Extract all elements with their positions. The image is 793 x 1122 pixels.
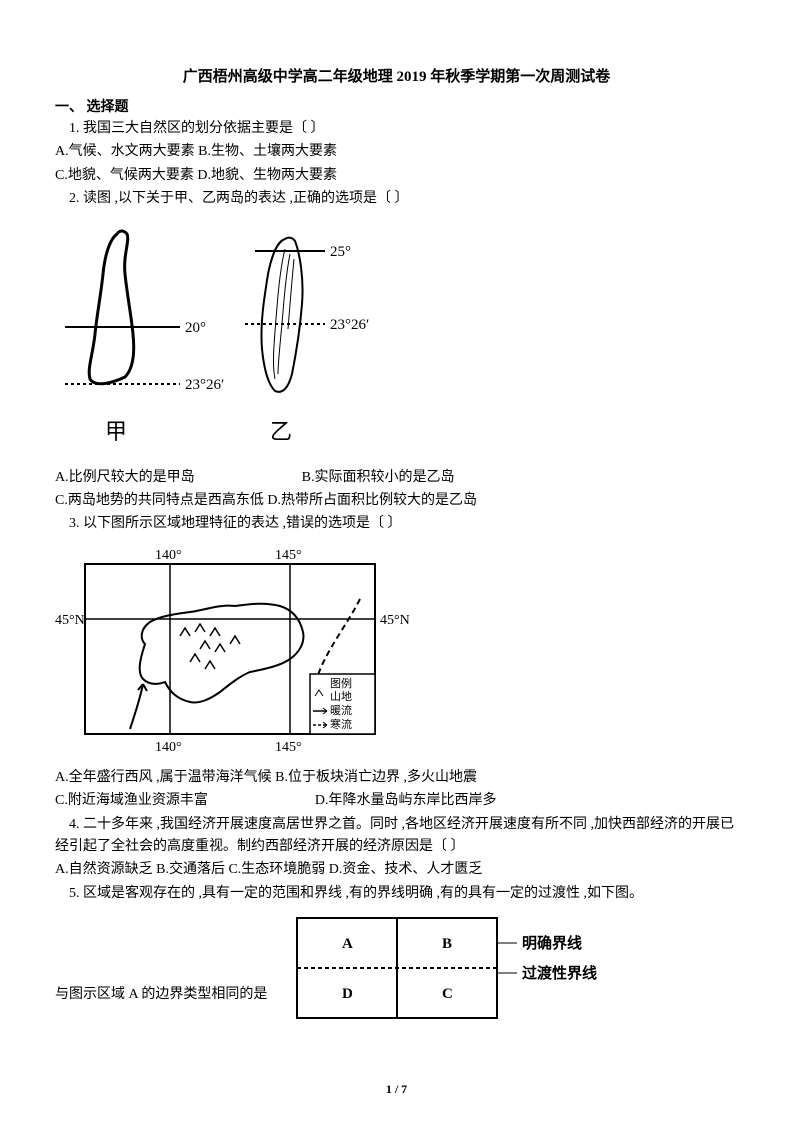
- q3-options-row2: C.附近海域渔业资源丰富 D.年降水量岛屿东岸比西岸多: [55, 790, 738, 812]
- label-jia: 甲: [105, 419, 127, 444]
- q1-options-cd: C.地貌、气候两大要素 D.地貌、生物两大要素: [55, 165, 738, 187]
- question-3: 3. 以下图所示区域地理特征的表达 ,错误的选项是〔 〕: [55, 513, 738, 535]
- lat-20: 20°: [185, 320, 206, 336]
- q2-opt-b: B.实际面积较小的是乙岛: [302, 470, 455, 485]
- lat-2326-left: 23°26′: [185, 377, 224, 393]
- question-5: 5. 区域是客观存在的 ,具有一定的范围和界线 ,有的界线明确 ,有的具有一定的…: [55, 883, 738, 905]
- cell-b: B: [442, 936, 452, 952]
- exam-title: 广西梧州高级中学高二年级地理 2019 年秋季学期第一次周测试卷: [55, 65, 738, 86]
- question-2: 2. 读图 ,以下关于甲、乙两岛的表达 ,正确的选项是〔 〕: [55, 188, 738, 210]
- lon-145-top: 145°: [275, 548, 302, 563]
- question-4: 4. 二十多年来 ,我国经济开展速度高居世界之首。同时 ,各地区经济开展速度有所…: [55, 814, 738, 859]
- legend-title: 图例: [330, 676, 352, 690]
- lon-145-bot: 145°: [275, 740, 302, 755]
- lon-140-top: 140°: [155, 548, 182, 563]
- section-heading: 一、 选择题: [55, 96, 738, 116]
- q3-options-row1: A.全年盛行西风 ,属于温带海洋气候 B.位于板块消亡边界 ,多火山地震: [55, 767, 738, 789]
- lon-140-bot: 140°: [155, 740, 182, 755]
- label-dashed-boundary: 过渡性界线: [522, 964, 597, 982]
- figure-3-regions: 与图示区域 A 的边界类型相同的是 A B C D 明确界线 过渡性界线: [55, 913, 738, 1023]
- q5-text: 与图示区域 A 的边界类型相同的是: [55, 983, 267, 1023]
- legend-cold: 寒流: [330, 717, 352, 731]
- lat-25: 25°: [330, 244, 351, 260]
- cell-d: D: [342, 986, 353, 1002]
- legend-warm: 暖流: [330, 703, 352, 717]
- q3-opt-d: D.年降水量岛屿东岸比西岸多: [315, 793, 497, 808]
- question-1: 1. 我国三大自然区的划分依据主要是〔 〕: [55, 118, 738, 140]
- figure-1-islands: 20° 23°26′ 甲 25° 23°26′ 乙: [55, 219, 738, 459]
- q3-opt-c: C.附近海域渔业资源丰富: [55, 793, 208, 808]
- figure-2-hokkaido: 140° 145° 45°N 45°N 140° 145°: [55, 544, 738, 759]
- q2-options-row2: C.两岛地势的共同特点是西高东低 D.热带所占面积比例较大的是乙岛: [55, 490, 738, 512]
- label-solid-boundary: 明确界线: [522, 934, 582, 952]
- legend-mountain: 山地: [330, 690, 352, 703]
- lat-45-left: 45°N: [55, 613, 85, 628]
- page-number: 1 / 7: [0, 1082, 793, 1097]
- cell-a: A: [342, 936, 353, 952]
- lat-2326-right: 23°26′: [330, 317, 369, 333]
- q2-options-row1: A.比例尺较大的是甲岛 B.实际面积较小的是乙岛: [55, 467, 738, 489]
- q2-opt-a: A.比例尺较大的是甲岛: [55, 470, 195, 485]
- lat-45-right: 45°N: [380, 613, 410, 628]
- q1-options-ab: A.气候、水文两大要素 B.生物、土壤两大要素: [55, 141, 738, 163]
- q4-options: A.自然资源缺乏 B.交通落后 C.生态环境脆弱 D.资金、技术、人才匮乏: [55, 859, 738, 881]
- label-yi: 乙: [270, 419, 292, 444]
- cell-c: C: [442, 986, 453, 1002]
